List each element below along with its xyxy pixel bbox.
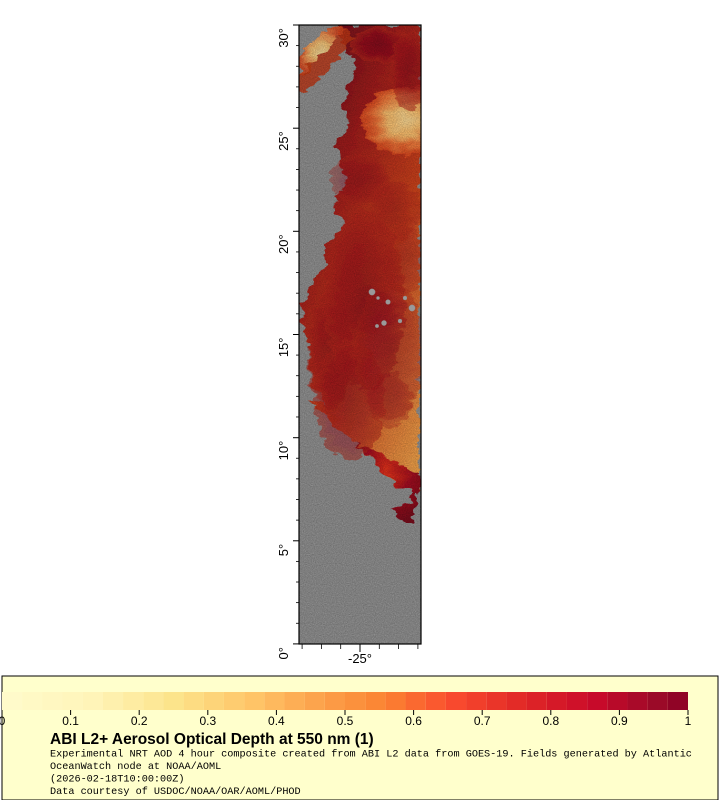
svg-text:-25°: -25° bbox=[348, 651, 372, 666]
svg-text:1: 1 bbox=[685, 714, 692, 728]
svg-text:20°: 20° bbox=[276, 234, 291, 254]
svg-text:25°: 25° bbox=[276, 131, 291, 151]
svg-text:OceanWatch node at NOAA/AOML: OceanWatch node at NOAA/AOML bbox=[50, 761, 221, 773]
svg-text:0.4: 0.4 bbox=[268, 714, 285, 728]
svg-text:0.3: 0.3 bbox=[199, 714, 216, 728]
svg-text:10°: 10° bbox=[276, 441, 291, 461]
svg-text:0.6: 0.6 bbox=[405, 714, 422, 728]
svg-text:0.1: 0.1 bbox=[62, 714, 79, 728]
svg-text:30°: 30° bbox=[276, 28, 291, 48]
svg-text:Experimental NRT AOD 4 hour co: Experimental NRT AOD 4 hour composite cr… bbox=[50, 748, 692, 760]
svg-text:0.7: 0.7 bbox=[474, 714, 491, 728]
svg-text:(2026-02-18T10:00:00Z): (2026-02-18T10:00:00Z) bbox=[50, 773, 185, 785]
svg-text:Data courtesy of USDOC/NOAA/OA: Data courtesy of USDOC/NOAA/OAR/AOML/PHO… bbox=[50, 786, 301, 798]
svg-text:5°: 5° bbox=[276, 544, 291, 556]
svg-text:15°: 15° bbox=[276, 338, 291, 358]
svg-text:0.9: 0.9 bbox=[611, 714, 628, 728]
svg-text:0.5: 0.5 bbox=[337, 714, 354, 728]
svg-text:0.8: 0.8 bbox=[542, 714, 559, 728]
svg-text:0°: 0° bbox=[276, 647, 291, 659]
svg-text:0.2: 0.2 bbox=[131, 714, 148, 728]
svg-text:ABI L2+ Aerosol Optical Depth: ABI L2+ Aerosol Optical Depth at 550 nm … bbox=[50, 731, 374, 748]
svg-text:0: 0 bbox=[0, 714, 6, 728]
